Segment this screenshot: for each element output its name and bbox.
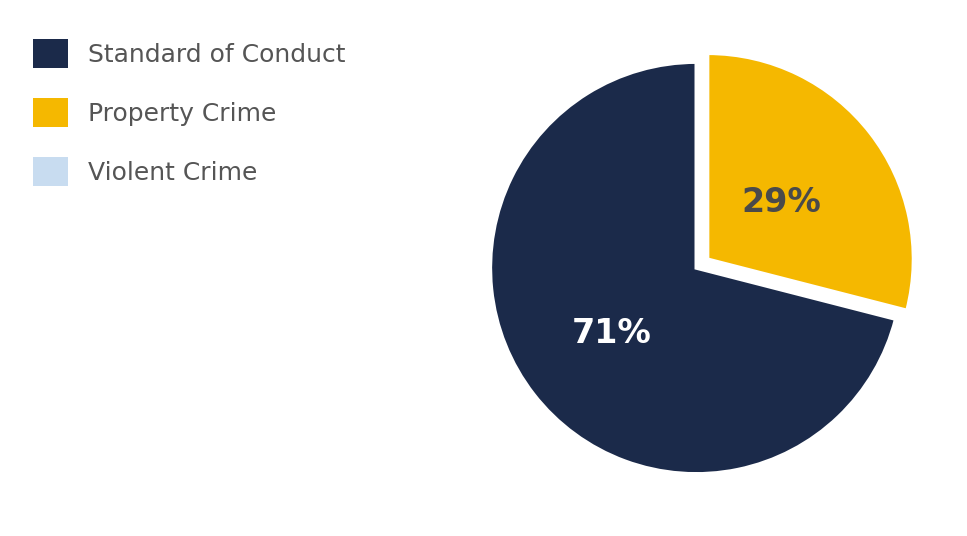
Wedge shape	[490, 62, 895, 474]
Text: 71%: 71%	[571, 317, 652, 350]
Wedge shape	[708, 54, 914, 310]
Text: 29%: 29%	[741, 186, 821, 219]
Legend: Standard of Conduct, Property Crime, Violent Crime: Standard of Conduct, Property Crime, Vio…	[33, 39, 345, 186]
